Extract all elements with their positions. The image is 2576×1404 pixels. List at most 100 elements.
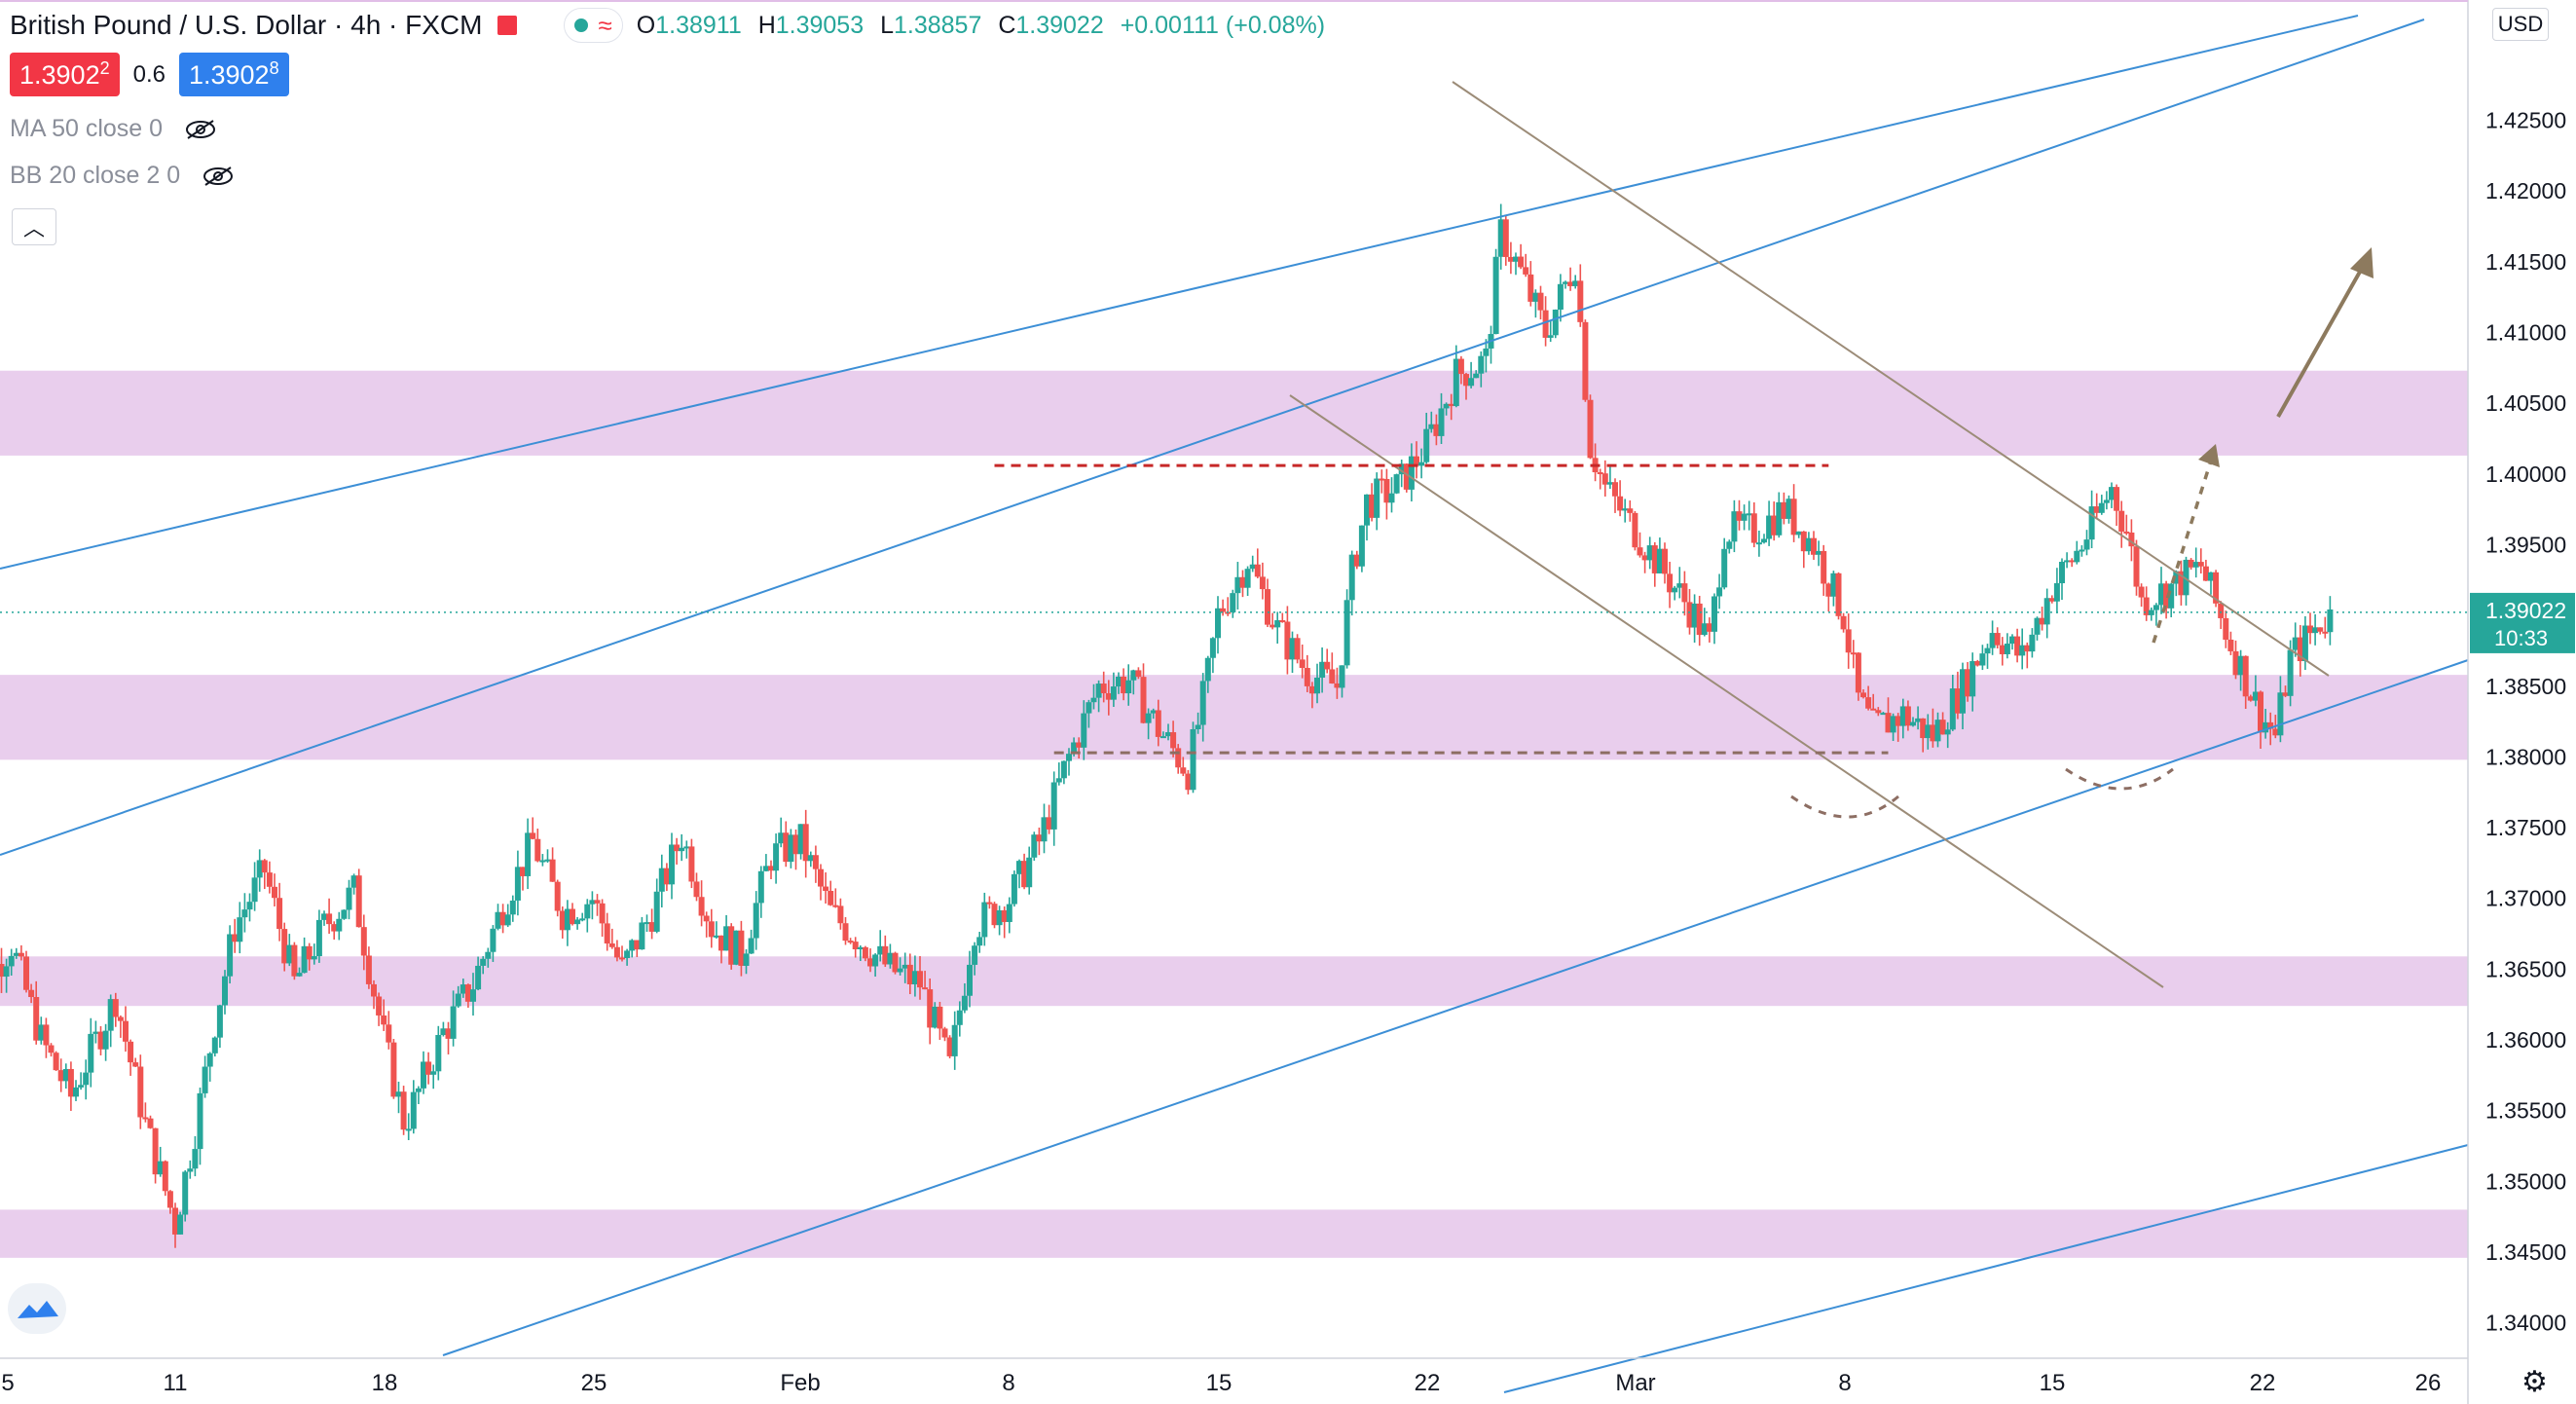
candle-body xyxy=(1750,513,1757,543)
channel-line xyxy=(1503,1144,2469,1393)
candle-body xyxy=(192,1149,199,1169)
candle-body xyxy=(1795,531,1802,536)
candle-body xyxy=(634,940,641,950)
candle-body xyxy=(579,918,586,921)
candle-body xyxy=(2034,617,2041,635)
candle-body xyxy=(981,902,988,938)
candle-body xyxy=(738,930,745,966)
candle-body xyxy=(1641,555,1648,561)
candle-body xyxy=(2158,583,2164,606)
candle-body xyxy=(1840,615,1847,630)
symbol-title[interactable]: British Pound / U.S. Dollar · 4h · FXCM xyxy=(10,10,483,40)
candle-body xyxy=(1011,873,1017,905)
gear-icon[interactable]: ⚙ xyxy=(2521,1366,2548,1398)
candle-body xyxy=(102,1030,109,1050)
candle-body xyxy=(2322,631,2329,634)
candle-body xyxy=(13,952,19,956)
candle-body xyxy=(1741,513,1748,521)
candle-body xyxy=(1414,456,1419,466)
candle-body xyxy=(480,958,487,966)
candle-body xyxy=(1308,685,1315,694)
candle-body xyxy=(23,956,29,990)
candle-body xyxy=(768,866,774,871)
candle-body xyxy=(1388,493,1395,503)
candle-body xyxy=(2317,627,2324,632)
candle-body xyxy=(698,897,705,916)
candle-body xyxy=(1304,667,1310,686)
candle-body xyxy=(376,996,383,1016)
candle-body xyxy=(3,966,10,978)
time-axis[interactable]: 5 11 18 25 Feb 8 15 22 Mar 8 15 22 26 xyxy=(0,1357,2468,1396)
candle-body xyxy=(946,1037,953,1056)
candle-body xyxy=(28,989,35,998)
candle-body xyxy=(2252,691,2259,701)
candle-body xyxy=(8,955,15,967)
candle-body xyxy=(1736,511,1743,521)
candle-body xyxy=(872,954,879,967)
candle-body xyxy=(117,1016,124,1021)
candle-body xyxy=(842,923,849,942)
candle-body xyxy=(1816,550,1822,555)
candle-body xyxy=(123,1020,129,1042)
candle-body xyxy=(1890,716,1896,733)
candle-body xyxy=(1920,718,1927,739)
indicator-ma[interactable]: MA 50 close 0 xyxy=(10,115,217,143)
candle-body xyxy=(128,1041,134,1063)
candle-body xyxy=(514,867,521,901)
currency-selector[interactable]: USD xyxy=(2492,8,2549,41)
candle-body xyxy=(1343,600,1350,666)
hidden-eye-icon[interactable] xyxy=(184,119,217,140)
candle-body xyxy=(599,903,606,924)
candle-body xyxy=(1870,708,1877,711)
candle-body xyxy=(1319,661,1326,678)
candle-body xyxy=(421,1061,426,1089)
tradingview-logo-icon[interactable] xyxy=(8,1283,66,1334)
candle-body xyxy=(430,1071,437,1075)
candle-body xyxy=(613,946,620,958)
data-status-pill[interactable]: ≈ xyxy=(564,8,623,43)
target-arrow xyxy=(2276,264,2366,418)
candle-body xyxy=(1497,219,1504,257)
sell-button[interactable]: 1.39022 xyxy=(10,53,120,96)
candle-body xyxy=(355,875,362,928)
candle-body xyxy=(435,1034,442,1072)
buy-button[interactable]: 1.39028 xyxy=(178,53,289,96)
candle-body xyxy=(1230,593,1236,612)
candles-layer xyxy=(0,203,2334,1248)
candle-body xyxy=(1081,713,1087,748)
candle-body xyxy=(783,832,790,863)
trade-buttons: 1.39022 0.6 1.39028 xyxy=(10,53,289,96)
candle-body xyxy=(490,928,497,952)
indicator-bb[interactable]: BB 20 close 2 0 xyxy=(10,162,235,190)
candle-body xyxy=(1587,399,1594,459)
candle-body xyxy=(2272,728,2279,736)
candle-body xyxy=(1244,569,1251,588)
candle-body xyxy=(1358,525,1365,567)
candle-body xyxy=(1989,633,1996,648)
candle-body xyxy=(967,964,973,996)
last-price-badge[interactable] xyxy=(2470,592,2575,653)
candle-body xyxy=(311,956,317,960)
candle-body xyxy=(222,976,228,1006)
candle-body xyxy=(1121,676,1127,694)
candle-body xyxy=(1428,424,1435,429)
candle-body xyxy=(2128,532,2135,547)
candle-body xyxy=(688,846,695,882)
candle-body xyxy=(862,946,868,959)
candle-body xyxy=(1771,515,1778,536)
x-tick-label: Mar xyxy=(1615,1370,1655,1396)
candle-body xyxy=(509,900,516,915)
candle-body xyxy=(2133,546,2140,587)
candle-body xyxy=(1979,653,1986,666)
candle-body xyxy=(1289,638,1296,660)
candle-body xyxy=(976,937,983,946)
candle-body xyxy=(1731,511,1738,542)
candle-body xyxy=(1850,652,1857,655)
candle-body xyxy=(1523,267,1529,275)
candle-body xyxy=(629,940,636,951)
hidden-eye-icon[interactable] xyxy=(202,166,235,187)
collapse-legend-button[interactable]: ︿ xyxy=(12,208,56,245)
candle-body xyxy=(1627,508,1634,513)
